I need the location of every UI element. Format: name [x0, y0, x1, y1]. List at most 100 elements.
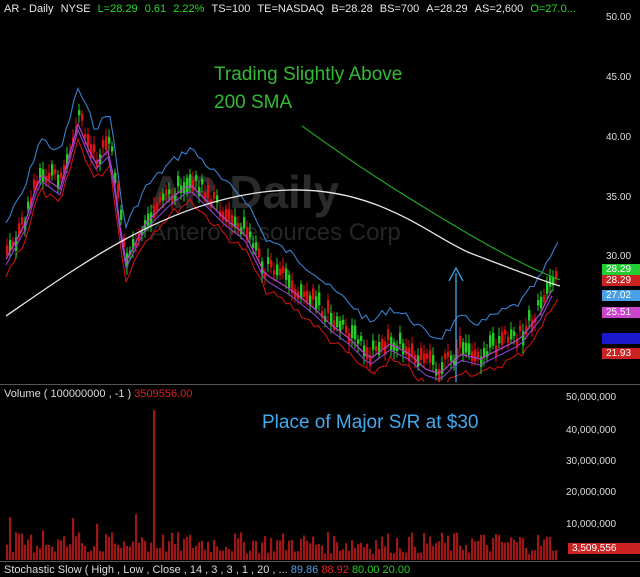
candle-body — [63, 165, 66, 174]
te-value: TE=NASDAQ — [257, 3, 325, 15]
volume-bar — [21, 533, 24, 560]
candle-body — [267, 257, 270, 265]
candle-body — [516, 338, 519, 349]
candle-body — [486, 351, 489, 358]
volume-bar — [273, 551, 276, 560]
candle-body — [432, 355, 435, 365]
candle-body — [474, 349, 477, 362]
candle-body — [81, 113, 84, 121]
volume-bar — [303, 535, 306, 560]
candle-body — [141, 231, 144, 236]
candle-body — [354, 325, 357, 340]
volume-bar — [450, 550, 453, 560]
volume-bar — [387, 533, 390, 560]
candle-body — [27, 201, 30, 209]
volume-tag: 3,509,556 — [568, 543, 640, 554]
volume-tick-label: 30,000,000 — [566, 456, 617, 467]
volume-bar — [432, 546, 435, 560]
volume-bar — [132, 541, 135, 560]
candle-body — [333, 320, 336, 330]
price-tag: 27.02 — [602, 290, 640, 301]
candle-body — [60, 172, 63, 179]
volume-bar — [543, 539, 546, 560]
volume-bar — [411, 532, 414, 560]
volume-bar — [123, 541, 126, 560]
volume-bar — [477, 540, 480, 560]
price-tick-label: 40.00 — [606, 132, 632, 143]
volume-bar — [498, 534, 501, 560]
candle-body — [285, 268, 288, 280]
volume-tick-label: 20,000,000 — [566, 487, 617, 498]
volume-bar — [45, 544, 48, 560]
candle-body — [120, 209, 123, 220]
volume-bar — [294, 551, 297, 560]
open-value: O=27.0... — [530, 3, 576, 15]
volume-bar — [327, 532, 330, 560]
candle-body — [438, 369, 441, 382]
volume-bar — [162, 534, 165, 560]
candle-body — [162, 193, 165, 201]
candle-body — [504, 329, 507, 335]
candle-body — [105, 136, 108, 151]
sma200-line — [5, 189, 561, 317]
candle-body — [243, 217, 246, 229]
volume-bar — [324, 553, 327, 560]
volume-bar — [255, 541, 258, 560]
volume-bar — [312, 536, 315, 560]
candle-body — [108, 137, 111, 144]
volume-bar — [60, 540, 63, 560]
change-percent: 2.22% — [173, 3, 205, 15]
candle-body — [519, 325, 522, 332]
candle-body — [249, 231, 252, 238]
volume-bar — [333, 536, 336, 560]
volume-bar — [198, 542, 201, 560]
candle-body — [369, 354, 372, 366]
candle-body — [279, 268, 282, 276]
volume-bar — [54, 551, 57, 560]
volume-bar — [144, 540, 147, 560]
volume-bar — [117, 544, 120, 560]
symbol-label[interactable]: AR - Daily — [4, 3, 54, 15]
candle-body — [555, 271, 558, 280]
volume-bar — [405, 552, 408, 560]
volume-bar — [528, 553, 531, 560]
volume-bar — [354, 547, 357, 560]
ask-value: A=28.29 — [426, 3, 468, 15]
candle-body — [198, 187, 201, 196]
candle-body — [189, 174, 192, 189]
volume-bar — [372, 553, 375, 560]
candle-body — [159, 196, 162, 203]
candle-body — [153, 205, 156, 218]
volume-bar — [426, 543, 429, 560]
candle-body — [444, 353, 447, 360]
volume-bar — [345, 543, 348, 560]
candle-body — [357, 339, 360, 344]
candle-body — [207, 185, 210, 199]
candle-body — [237, 222, 240, 231]
volume-bar — [483, 534, 486, 560]
trading-annotation-line1: Trading Slightly Above — [214, 64, 403, 85]
candle-body — [84, 134, 87, 139]
volume-bar — [288, 540, 291, 560]
pane-divider[interactable] — [0, 561, 640, 562]
volume-chart-canvas[interactable] — [0, 388, 602, 560]
candle-body — [390, 336, 393, 351]
candle-body — [87, 134, 90, 146]
candle-body — [132, 239, 135, 250]
candle-body — [423, 353, 426, 363]
candle-body — [123, 237, 126, 247]
volume-bar — [267, 552, 270, 560]
volume-bar — [330, 553, 333, 560]
price-tag — [602, 333, 640, 344]
pane-divider[interactable] — [0, 384, 640, 385]
volume-bar — [63, 536, 66, 560]
volume-bar — [75, 536, 78, 560]
volume-bar — [165, 551, 168, 560]
candle-body — [417, 355, 420, 367]
candle-body — [24, 220, 27, 231]
volume-bar — [540, 545, 543, 560]
candle-body — [6, 245, 9, 255]
candle-body — [231, 215, 234, 227]
volume-bar — [156, 548, 159, 560]
